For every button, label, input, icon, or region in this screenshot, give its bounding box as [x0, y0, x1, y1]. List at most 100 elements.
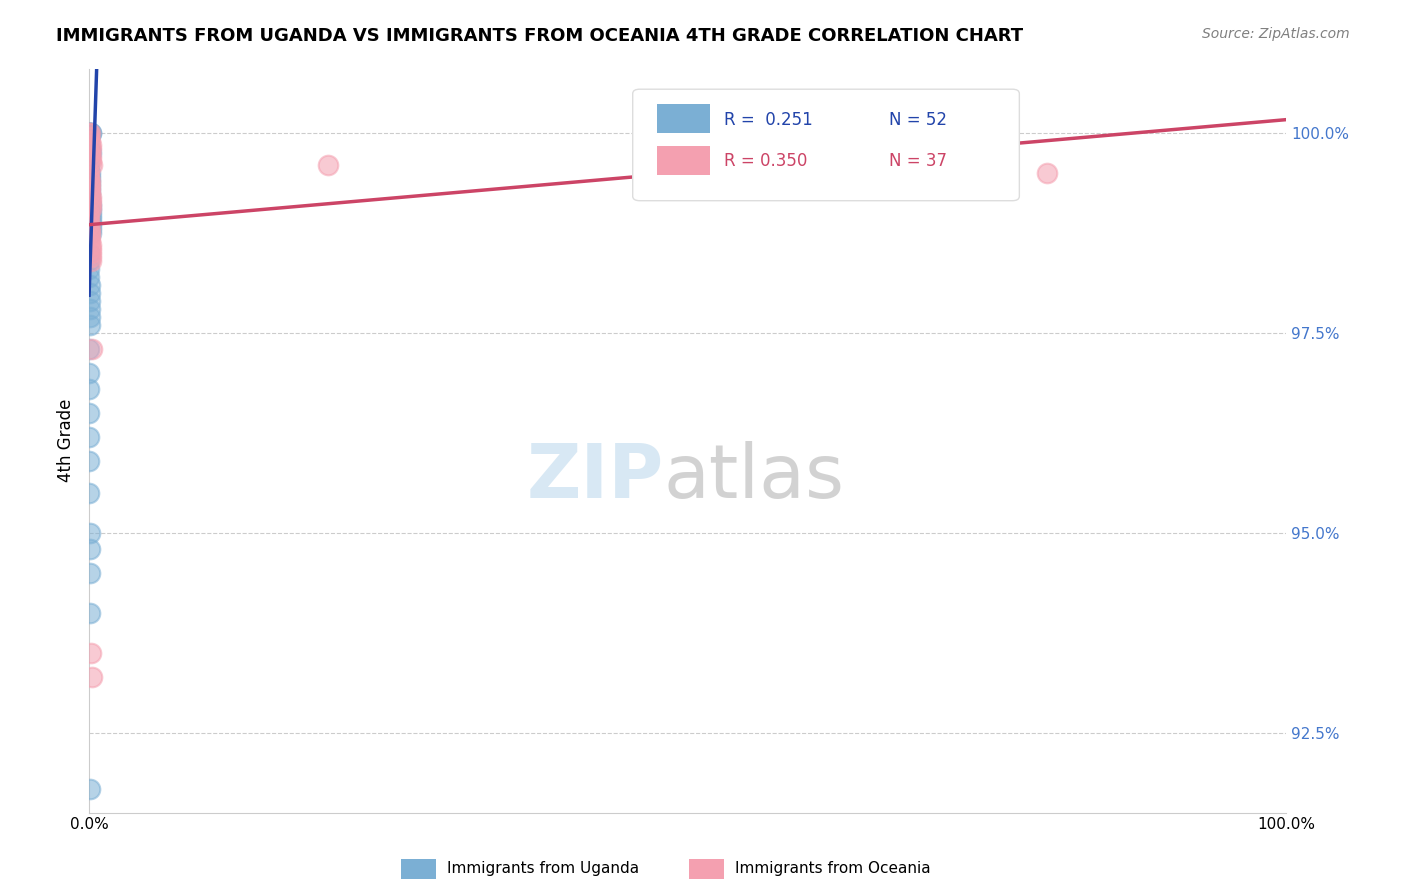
Point — [79, 318, 101, 332]
Point — [77, 134, 100, 148]
Text: R = 0.350: R = 0.350 — [724, 153, 807, 170]
Point — [79, 194, 101, 208]
Point — [77, 366, 100, 380]
Point — [79, 218, 101, 232]
Point — [77, 149, 100, 163]
Point — [318, 157, 340, 171]
Text: R =  0.251: R = 0.251 — [724, 111, 813, 128]
Point — [79, 149, 101, 163]
Point — [80, 142, 103, 156]
Point — [79, 169, 101, 184]
Point — [79, 485, 101, 500]
Point — [79, 525, 101, 540]
Point — [77, 210, 100, 224]
Point — [79, 541, 101, 556]
Point — [79, 197, 101, 211]
Point — [80, 253, 103, 268]
Point — [79, 173, 101, 187]
Point — [77, 126, 100, 140]
Text: IMMIGRANTS FROM UGANDA VS IMMIGRANTS FROM OCEANIA 4TH GRADE CORRELATION CHART: IMMIGRANTS FROM UGANDA VS IMMIGRANTS FRO… — [56, 27, 1024, 45]
Point — [80, 250, 103, 264]
Point — [79, 310, 101, 324]
Point — [80, 226, 103, 240]
Point — [79, 226, 101, 240]
Text: atlas: atlas — [664, 442, 845, 514]
Point — [77, 205, 100, 219]
Text: Immigrants from Oceania: Immigrants from Oceania — [735, 862, 931, 876]
Point — [80, 157, 103, 171]
Point — [80, 126, 103, 140]
Point — [79, 606, 101, 620]
Text: N = 52: N = 52 — [889, 111, 946, 128]
Point — [79, 453, 101, 467]
Point — [77, 126, 100, 140]
Point — [737, 126, 759, 140]
Text: ZIP: ZIP — [526, 442, 664, 514]
Point — [80, 218, 103, 232]
Point — [79, 134, 101, 148]
Point — [79, 169, 101, 184]
Point — [79, 126, 101, 140]
Point — [79, 181, 101, 195]
Point — [79, 221, 101, 235]
Point — [77, 405, 100, 419]
Point — [77, 165, 100, 179]
Text: N = 37: N = 37 — [889, 153, 946, 170]
Point — [79, 173, 101, 187]
Point — [1035, 165, 1057, 179]
Point — [80, 153, 103, 168]
Point — [80, 205, 103, 219]
Point — [80, 245, 103, 260]
Point — [79, 213, 101, 227]
Point — [80, 646, 103, 660]
Point — [77, 342, 100, 356]
Point — [80, 221, 103, 235]
Point — [80, 342, 103, 356]
Point — [80, 202, 103, 216]
Point — [77, 382, 100, 396]
Text: Source: ZipAtlas.com: Source: ZipAtlas.com — [1202, 27, 1350, 41]
Point — [79, 293, 101, 308]
Point — [80, 213, 103, 227]
Point — [77, 153, 100, 168]
Point — [77, 245, 100, 260]
Point — [79, 157, 101, 171]
Point — [80, 242, 103, 256]
Point — [79, 126, 101, 140]
Y-axis label: 4th Grade: 4th Grade — [58, 399, 75, 483]
Point — [79, 269, 101, 284]
Point — [80, 194, 103, 208]
Point — [77, 126, 100, 140]
Point — [79, 301, 101, 316]
Point — [80, 210, 103, 224]
Point — [80, 126, 103, 140]
Point — [79, 261, 101, 276]
Point — [79, 178, 101, 192]
Point — [79, 277, 101, 292]
Point — [79, 145, 101, 160]
Point — [77, 129, 100, 144]
Point — [79, 189, 101, 203]
Point — [79, 142, 101, 156]
Point — [79, 781, 101, 796]
Point — [79, 145, 101, 160]
Point — [79, 126, 101, 140]
Point — [80, 669, 103, 683]
Point — [79, 429, 101, 443]
Point — [79, 165, 101, 179]
Point — [79, 237, 101, 252]
Point — [79, 285, 101, 300]
Point — [79, 189, 101, 203]
Point — [79, 181, 101, 195]
Point — [79, 566, 101, 580]
Point — [80, 197, 103, 211]
Point — [79, 178, 101, 192]
Point — [79, 234, 101, 248]
Point — [77, 129, 100, 144]
Point — [79, 186, 101, 200]
Point — [79, 161, 101, 176]
Point — [80, 137, 103, 152]
Text: Immigrants from Uganda: Immigrants from Uganda — [447, 862, 640, 876]
Point — [79, 229, 101, 244]
Point — [77, 253, 100, 268]
